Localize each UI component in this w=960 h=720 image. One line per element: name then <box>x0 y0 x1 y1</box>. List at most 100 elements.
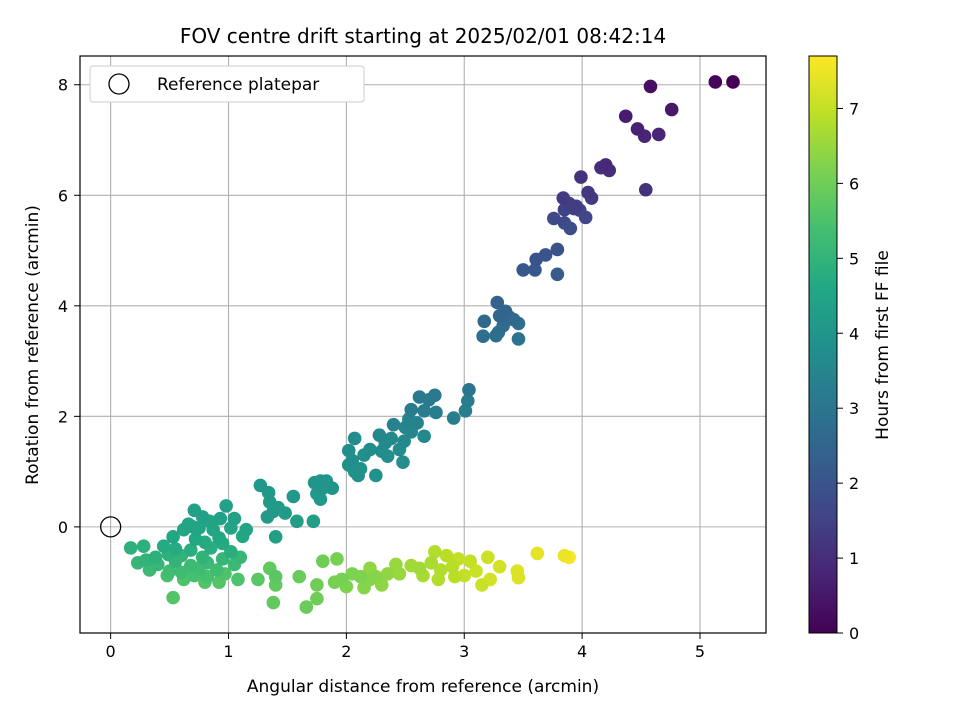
data-point <box>396 455 410 470</box>
data-point <box>404 402 419 417</box>
data-point <box>372 428 387 442</box>
data-point <box>529 252 543 267</box>
data-point <box>638 182 653 197</box>
data-point <box>266 595 281 610</box>
data-point <box>206 522 220 537</box>
data-point <box>386 417 401 432</box>
data-point <box>492 559 507 574</box>
x-axis: 0 1 2 3 4 5 <box>106 633 705 661</box>
data-point <box>462 383 476 397</box>
data-point <box>268 530 283 544</box>
data-point <box>417 404 431 418</box>
data-point <box>475 578 489 592</box>
x-tick-label: 1 <box>223 642 233 661</box>
reference-platepar-marker <box>99 516 122 538</box>
data-point <box>477 314 492 329</box>
data-point <box>148 550 163 565</box>
colorbar-tick-label: 2 <box>849 474 859 493</box>
data-point <box>547 211 561 226</box>
data-point <box>251 572 265 587</box>
data-point <box>292 569 307 584</box>
data-point <box>306 514 321 529</box>
data-point <box>219 499 233 513</box>
data-point <box>200 569 215 584</box>
colorbar-tick-label: 3 <box>849 399 859 418</box>
data-point <box>392 567 407 581</box>
data-point <box>239 522 253 537</box>
data-point <box>528 263 542 277</box>
colorbar-label: Hours from first FF file <box>873 250 893 440</box>
data-point <box>363 442 377 457</box>
data-point <box>550 242 565 257</box>
data-point <box>325 481 340 495</box>
data-point <box>369 569 383 584</box>
data-point <box>618 109 633 124</box>
data-point <box>708 75 723 89</box>
data-point <box>550 267 565 282</box>
y-tick-label: 0 <box>58 518 68 537</box>
data-point <box>651 127 666 142</box>
data-point <box>299 600 314 614</box>
data-points <box>123 75 740 614</box>
data-point <box>353 569 368 584</box>
data-point <box>469 564 483 578</box>
legend-open-circle-marker <box>108 73 130 95</box>
data-point <box>427 544 442 559</box>
data-point <box>330 552 344 566</box>
data-point <box>156 539 171 554</box>
legend-label: Reference platepar <box>157 75 319 95</box>
data-point <box>643 79 658 94</box>
data-point <box>511 332 526 346</box>
x-tick-label: 3 <box>459 642 469 661</box>
colorbar-ticks: 0 1 2 3 4 5 6 7 <box>837 99 859 643</box>
data-point <box>168 542 183 556</box>
colorbar-gradient <box>808 55 838 634</box>
colorbar-tick-label: 6 <box>849 174 859 193</box>
x-tick-label: 2 <box>341 642 351 661</box>
data-point <box>195 510 210 524</box>
data-point <box>227 511 242 526</box>
data-point <box>195 550 210 565</box>
data-point <box>231 572 245 587</box>
data-point <box>574 170 588 184</box>
y-tick-label: 8 <box>58 76 68 95</box>
data-point <box>369 468 383 483</box>
data-point <box>347 431 362 446</box>
x-tick-label: 0 <box>106 642 116 661</box>
data-point <box>261 485 276 500</box>
x-axis-label: Angular distance from reference (arcmin) <box>247 677 599 697</box>
data-point <box>424 556 439 570</box>
data-point <box>664 102 679 117</box>
colorbar-tick-label: 5 <box>849 249 859 268</box>
data-point <box>630 122 645 136</box>
data-point <box>136 539 151 554</box>
data-point <box>417 429 431 444</box>
data-point <box>511 570 526 585</box>
colorbar-tick-label: 0 <box>849 624 859 643</box>
data-point <box>490 295 505 310</box>
data-point <box>209 563 224 577</box>
colorbar-tick-label: 1 <box>849 549 859 568</box>
data-point <box>166 530 180 544</box>
data-point <box>286 489 301 504</box>
x-tick-label: 5 <box>695 642 705 661</box>
colorbar: 0 1 2 3 4 5 6 7 Hours from first FF file <box>808 55 893 643</box>
data-point <box>174 565 189 580</box>
colorbar-tick-label: 4 <box>849 324 859 343</box>
data-point <box>598 158 613 172</box>
data-point <box>334 572 349 587</box>
data-point <box>448 569 462 584</box>
x-tick-label: 4 <box>577 642 587 661</box>
data-point <box>578 210 593 225</box>
data-point <box>557 216 572 230</box>
data-point <box>581 185 595 200</box>
data-point <box>397 434 411 449</box>
data-point <box>506 312 521 327</box>
legend: Reference platepar <box>89 65 365 103</box>
data-point <box>183 558 198 573</box>
data-point <box>569 199 584 214</box>
data-point <box>166 590 180 605</box>
data-point <box>213 511 228 526</box>
data-point <box>492 308 507 323</box>
colorbar-tick-label: 7 <box>849 99 859 118</box>
